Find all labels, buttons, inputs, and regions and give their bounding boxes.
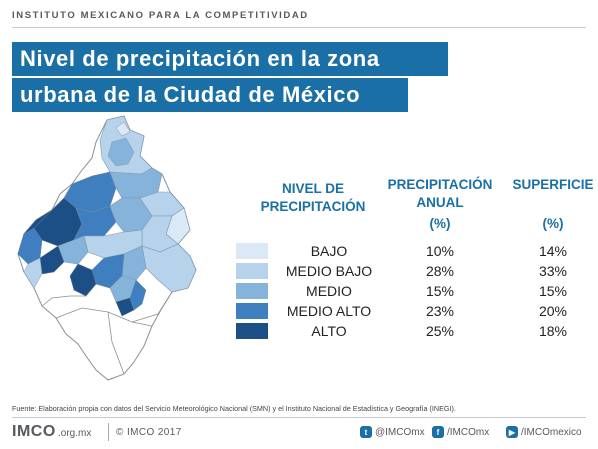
table-row: MEDIO BAJO 28% 33% [236,261,586,281]
precipitation-map [17,115,197,381]
copyright: © IMCO 2017 [116,427,182,438]
footer: IMCO .org.mx © IMCO 2017 t @IMCOmx f /IM… [12,423,586,443]
precip-value: 10% [425,243,455,259]
level-label: MEDIO ALTO [286,303,372,319]
precip-value: 15% [425,283,455,299]
table-row: MEDIO 15% 15% [236,281,586,301]
legend-swatch [236,243,268,259]
source-note: Fuente: Elaboración propia con datos del… [12,404,456,413]
map-boundary-line [41,295,86,307]
facebook-icon: f [432,426,444,438]
col-header-surface: SUPERFICIE [512,177,594,192]
level-label: MEDIO [306,283,352,299]
legend-swatch [236,263,268,279]
youtube-handle: /IMCOmexico [521,426,582,438]
header-divider [12,27,586,28]
surface-value: 15% [538,283,568,299]
map-boundary-line [131,291,173,323]
legend-swatch [236,303,268,319]
map-zone-medio [107,137,135,167]
col-unit-precipitation: (%) [429,216,451,231]
legend-swatch [236,283,268,299]
map-zone-medio-alto [129,279,147,311]
table-row: BAJO 10% 14% [236,241,586,261]
footer-url[interactable]: .org.mx [58,428,92,439]
facebook-link[interactable]: f /IMCOmx [432,426,489,438]
col-header-precipitation: PRECIPITACIÓN ANUAL [387,177,493,210]
surface-value: 14% [538,243,568,259]
table-row: ALTO 25% 18% [236,321,586,341]
footer-separator [108,423,109,441]
youtube-link[interactable]: ▶ /IMCOmexico [506,426,582,438]
footer-divider [12,417,586,418]
precip-value: 28% [425,263,455,279]
col-unit-surface: (%) [542,216,564,231]
facebook-handle: /IMCOmx [447,426,490,438]
org-header: INSTITUTO MEXICANO PARA LA COMPETITIVIDA… [12,10,309,21]
surface-value: 33% [538,263,568,279]
map-zone-medio-bajo [23,257,43,289]
level-label: BAJO [310,243,348,259]
surface-value: 20% [538,303,568,319]
youtube-icon: ▶ [506,426,518,438]
twitter-icon: t [360,426,372,438]
surface-value: 18% [538,323,568,339]
table-row: MEDIO ALTO 23% 20% [236,301,586,321]
precip-value: 25% [425,323,455,339]
twitter-link[interactable]: t @IMCOmx [360,426,425,438]
map-boundary-line [107,311,125,375]
col-header-level: NIVEL DE PRECIPITACIÓN [260,181,366,214]
legend-swatch [236,323,268,339]
precip-value: 23% [425,303,455,319]
level-label: ALTO [311,323,347,339]
level-label: MEDIO BAJO [285,263,373,279]
twitter-handle: @IMCOmx [375,426,425,438]
page-title-line-1: Nivel de precipitación en la zona [12,42,448,76]
page-title-line-2: urbana de la Ciudad de México [12,78,408,112]
map-zone-medio-bajo [141,243,197,293]
imco-logo: IMCO [12,423,56,440]
map-zone-bajo [115,121,131,137]
